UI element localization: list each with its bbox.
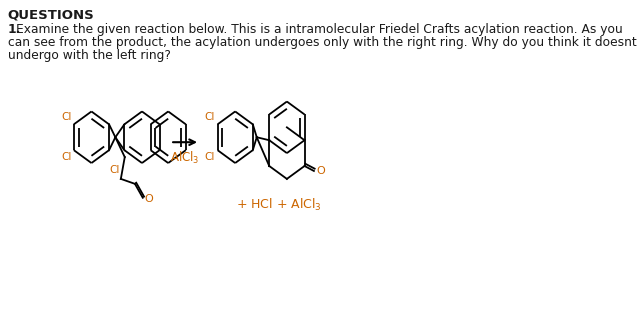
Text: Cl: Cl — [61, 112, 71, 122]
Text: can see from the product, the acylation undergoes only with the right ring. Why : can see from the product, the acylation … — [8, 36, 637, 49]
Text: QUESTIONS: QUESTIONS — [8, 8, 95, 21]
Text: O: O — [316, 166, 325, 176]
Text: O: O — [144, 194, 153, 204]
Text: Cl: Cl — [109, 165, 119, 175]
Text: + HCl + AlCl$_3$: + HCl + AlCl$_3$ — [236, 197, 322, 213]
Text: Examine the given reaction below. This is a intramolecular Friedel Crafts acylat: Examine the given reaction below. This i… — [16, 23, 623, 36]
Text: Cl: Cl — [205, 112, 215, 122]
Text: AlCl$_3$: AlCl$_3$ — [170, 150, 200, 166]
Text: undergo with the left ring?: undergo with the left ring? — [8, 49, 170, 62]
Text: 1.: 1. — [8, 23, 21, 36]
Text: Cl: Cl — [61, 152, 71, 162]
Text: Cl: Cl — [205, 152, 215, 162]
